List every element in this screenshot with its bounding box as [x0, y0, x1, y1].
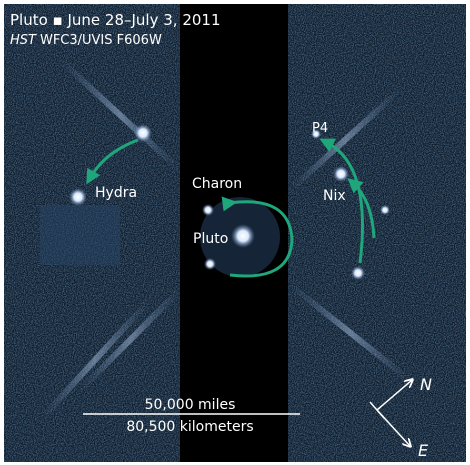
compass-north: N	[420, 375, 432, 394]
instrument-name: WFC3/UVIS F606W	[40, 33, 162, 48]
label-charon: Charon	[192, 176, 242, 192]
title: Pluto ▪ June 28–July 3, 2011	[10, 11, 221, 29]
image: Pluto ▪ June 28–July 3, 2011 HSTWFC3/UVI…	[0, 0, 470, 465]
compass-east: E	[418, 441, 429, 460]
scale-km: 80,500 kilometers	[126, 419, 253, 435]
label-pluto: Pluto	[193, 231, 228, 247]
instrument-prefix: HST	[10, 33, 37, 48]
label-nix: Nix	[323, 188, 346, 204]
label-p4: P4	[312, 121, 328, 136]
label-hydra: Hydra	[95, 185, 137, 201]
scale-miles: 50,000 miles	[145, 397, 236, 413]
